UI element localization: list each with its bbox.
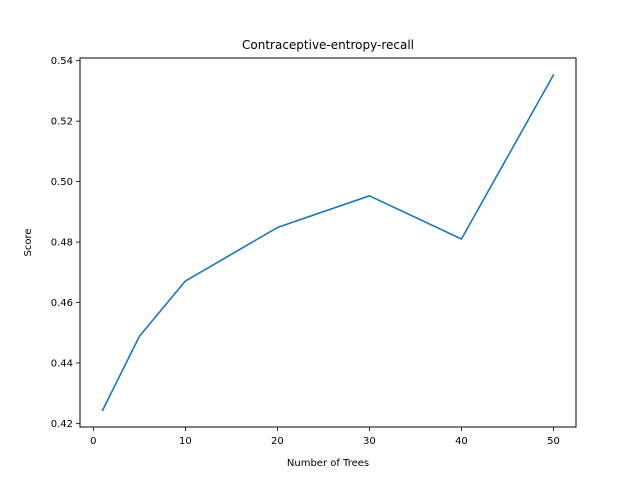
- y-axis-ticks: 0.42 0.44 0.46 0.48 0.50 0.52 0.54: [51, 56, 80, 430]
- y-tick-label: 0.52: [51, 117, 73, 128]
- x-tick-label: 40: [455, 436, 468, 447]
- chart-title: Contraceptive-entropy-recall: [242, 38, 414, 52]
- y-tick-label: 0.48: [51, 238, 73, 249]
- axes-frame: [79, 57, 577, 428]
- x-tick-label: 20: [271, 436, 284, 447]
- y-tick-label: 0.54: [51, 56, 73, 67]
- x-axis-label: Number of Trees: [287, 458, 369, 469]
- y-tick-label: 0.46: [51, 298, 73, 309]
- y-tick-label: 0.50: [51, 177, 73, 188]
- x-tick-label: 50: [547, 436, 560, 447]
- x-tick-label: 10: [179, 436, 192, 447]
- x-axis-ticks: 0 10 20 30 40 50: [90, 427, 560, 447]
- y-axis-label: Score: [23, 228, 34, 256]
- series-layer: [101, 73, 555, 412]
- y-tick-label: 0.44: [51, 358, 73, 369]
- y-tick-label: 0.42: [51, 419, 73, 430]
- x-tick-label: 0: [90, 436, 96, 447]
- x-tick-label: 30: [363, 436, 376, 447]
- series-line: [101, 73, 555, 412]
